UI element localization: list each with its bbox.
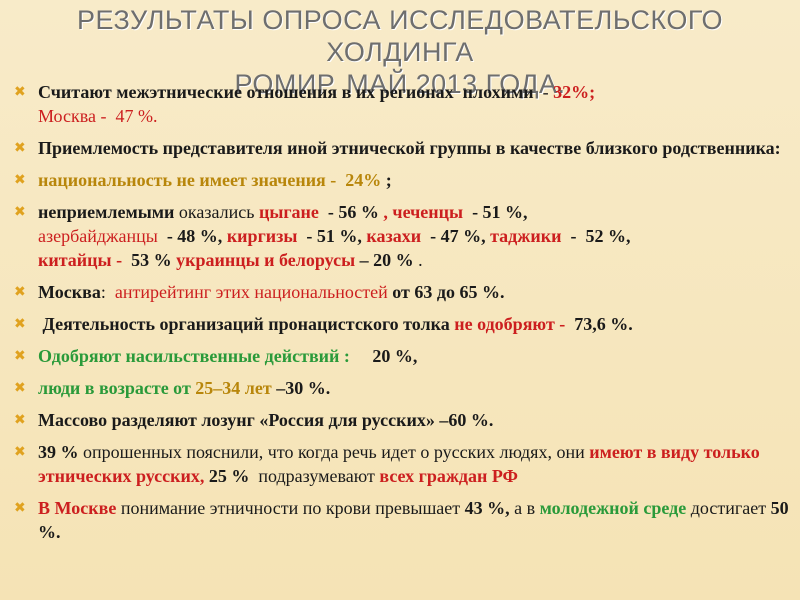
item-text: казахи — [366, 226, 422, 246]
bullet-list: ✖ Считают межэтнические отношения в их р… — [12, 80, 794, 552]
item-text: национальность не имеет значения - 24% — [38, 170, 382, 190]
title-line-1: РЕЗУЛЬТАТЫ ОПРОСА ИССЛЕДОВАТЕЛЬСКОГО ХОЛ… — [77, 5, 723, 67]
x-bullet-icon: ✖ — [14, 284, 26, 300]
x-bullet-icon: ✖ — [14, 500, 26, 516]
list-item: ✖ Считают межэтнические отношения в их р… — [12, 80, 794, 128]
x-bullet-icon: ✖ — [14, 172, 26, 188]
list-item: ✖ Приемлемость представителя иной этниче… — [12, 136, 794, 160]
x-bullet-icon: ✖ — [14, 316, 26, 332]
item-text: таджики — [490, 226, 562, 246]
item-text: достигает — [686, 498, 771, 518]
item-text: Деятельность организаций пронацистского … — [38, 314, 455, 334]
item-text: Приемлемость представителя иной этническ… — [38, 138, 781, 158]
item-text: неприемлемыми — [38, 202, 175, 222]
item-value: от 63 до 65 %. — [387, 282, 505, 302]
item-value: 20 %, — [349, 346, 418, 366]
x-bullet-icon: ✖ — [14, 412, 26, 428]
item-value: 53 % — [122, 250, 177, 270]
item-value: 73,6 %. — [565, 314, 633, 334]
item-text: опрошенных пояснили, что когда речь идет… — [78, 442, 590, 462]
item-value: - 51 %, — [297, 226, 367, 246]
item-text: - — [533, 82, 554, 102]
item-value: 32%; — [553, 82, 596, 102]
item-value: 25 % — [204, 466, 250, 486]
item-value: 39 % — [38, 442, 79, 462]
item-text: Считают межэтнические отношения в их рег… — [38, 82, 534, 102]
item-value: 43 %, — [464, 498, 510, 518]
item-text: Москва — [38, 282, 101, 302]
item-text: Одобряют насильственные действий : — [38, 346, 350, 366]
item-value: –30 %. — [271, 378, 331, 398]
item-text: киргизы — [226, 226, 298, 246]
x-bullet-icon: ✖ — [14, 204, 26, 220]
x-bullet-icon: ✖ — [14, 348, 26, 364]
item-value: - 47 %, — [421, 226, 491, 246]
list-item: ✖ национальность не имеет значения - 24%… — [12, 168, 794, 192]
item-value: – 20 % — [355, 250, 414, 270]
list-item: ✖ Деятельность организаций пронацистског… — [12, 312, 794, 336]
item-text: имеют в виду только этнических русских, — [38, 442, 760, 486]
item-text: . — [413, 250, 423, 270]
item-text: антирейтинг этих национальностей — [114, 282, 388, 302]
item-text: азербайджанцы — [38, 226, 158, 246]
item-text: чеченцы — [392, 202, 464, 222]
item-text: а в — [509, 498, 540, 518]
x-bullet-icon: ✖ — [14, 84, 26, 100]
item-text: молодежной среде — [539, 498, 687, 518]
x-bullet-icon: ✖ — [14, 140, 26, 156]
item-text: ; — [381, 170, 392, 190]
item-text: : — [100, 282, 115, 302]
item-value: - 56 % — [318, 202, 379, 222]
item-text: понимание этничности по крови превышает — [116, 498, 465, 518]
list-item: ✖ Массово разделяют лозунг «Россия для р… — [12, 408, 794, 432]
item-text: люди в возрасте от — [38, 378, 196, 398]
title-line-2: РОМИР. МАЙ 2013 ГОДА. — [234, 69, 566, 99]
item-text: подразумевают — [249, 466, 380, 486]
item-text: В Москве — [38, 498, 117, 518]
item-text: Москва - 47 %. — [38, 106, 158, 126]
list-item: ✖ В Москве понимание этничности по крови… — [12, 496, 794, 544]
list-item: ✖ 39 % опрошенных пояснили, что когда ре… — [12, 440, 794, 488]
list-item: ✖ люди в возрасте от 25–34 лет –30 %. — [12, 376, 794, 400]
item-text: всех граждан РФ — [379, 466, 519, 486]
list-item: ✖ неприемлемыми оказались цыгане - 56 % … — [12, 200, 794, 272]
list-item: ✖ Одобряют насильственные действий : 20 … — [12, 344, 794, 368]
item-text: 25–34 лет — [195, 378, 272, 398]
item-text: китайцы - — [38, 250, 123, 270]
list-item: ✖ Москва: антирейтинг этих национальност… — [12, 280, 794, 304]
item-value: - 48 %, — [157, 226, 227, 246]
x-bullet-icon: ✖ — [14, 444, 26, 460]
item-text: цыгане — [258, 202, 319, 222]
slide-title: РЕЗУЛЬТАТЫ ОПРОСА ИССЛЕДОВАТЕЛЬСКОГО ХОЛ… — [20, 4, 780, 100]
item-text: , — [378, 202, 393, 222]
item-text: Массово разделяют лозунг «Россия для рус… — [38, 410, 494, 430]
item-value: - 52 %, — [561, 226, 635, 246]
x-bullet-icon: ✖ — [14, 380, 26, 396]
item-value: - 51 %, — [463, 202, 533, 222]
item-value: 50 %. — [38, 498, 789, 542]
item-text: не одобряют - — [454, 314, 566, 334]
item-text: оказались — [174, 202, 259, 222]
item-text: украинцы и белорусы — [176, 250, 356, 270]
